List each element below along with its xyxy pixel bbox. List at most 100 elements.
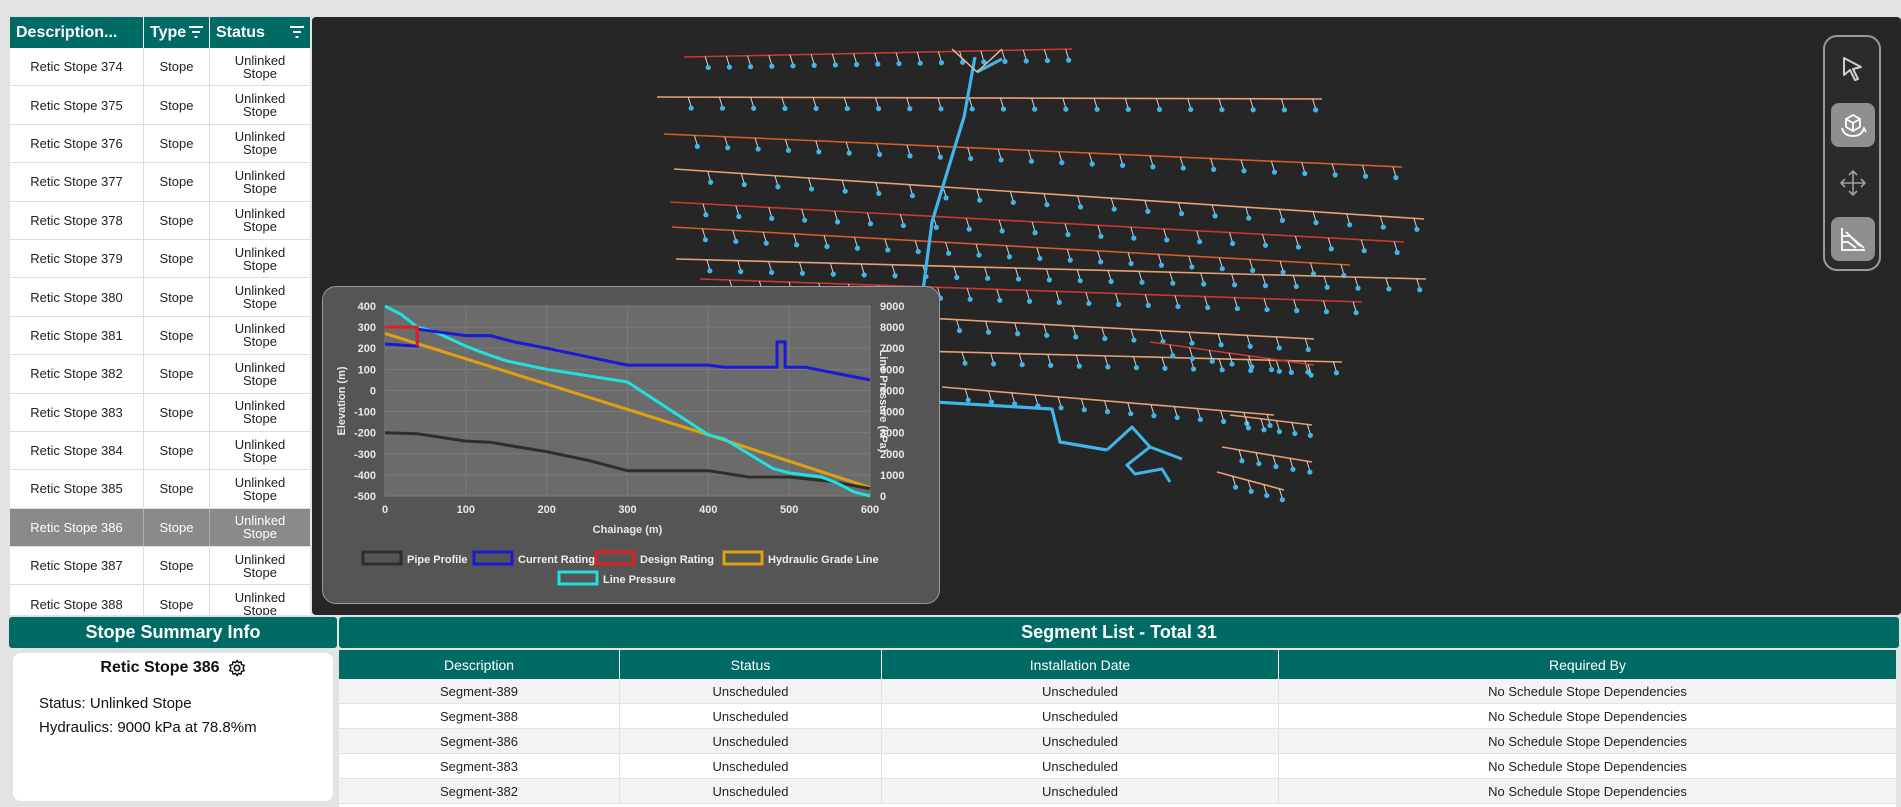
pipe-branch[interactable] — [735, 205, 740, 216]
pipe-branch[interactable] — [937, 51, 942, 62]
stope-row[interactable]: Retic Stope 377 Stope Unlinked Stope — [10, 163, 310, 202]
pipe-branch[interactable] — [1312, 211, 1317, 222]
stope-node[interactable] — [1098, 233, 1104, 239]
pipe-branch[interactable] — [1144, 294, 1149, 305]
pipe-branch[interactable] — [961, 352, 966, 363]
stope-node[interactable] — [1188, 106, 1194, 113]
pipe-branch[interactable] — [853, 53, 858, 64]
stope-node[interactable] — [1174, 414, 1180, 421]
pipe-branch[interactable] — [937, 287, 941, 298]
pipe-branch[interactable] — [1278, 209, 1283, 220]
stope-node[interactable] — [1246, 215, 1252, 221]
pipe-branch[interactable] — [1393, 241, 1398, 252]
stope-node[interactable] — [725, 145, 731, 151]
stope-node[interactable] — [1094, 106, 1100, 112]
pipe-branch[interactable] — [975, 243, 980, 255]
stope-node[interactable] — [854, 61, 860, 68]
pipe-branch[interactable] — [810, 54, 815, 65]
stope-node[interactable] — [981, 59, 987, 65]
pipe-branch[interactable] — [1085, 292, 1090, 303]
stope-node[interactable] — [1271, 169, 1278, 175]
pipe-level[interactable] — [683, 48, 1073, 58]
pipe-branch[interactable] — [1275, 420, 1280, 431]
stope-node[interactable] — [1019, 362, 1025, 368]
pipe-branch[interactable] — [967, 147, 972, 158]
stope-node[interactable] — [854, 245, 861, 251]
pipe-branch[interactable] — [1156, 98, 1161, 109]
pipe-branch[interactable] — [1306, 461, 1311, 472]
pipe-branch[interactable] — [998, 219, 1003, 231]
stope-node[interactable] — [1328, 246, 1334, 252]
stope-node[interactable] — [1175, 303, 1181, 310]
pipe-branch[interactable] — [725, 55, 730, 67]
pipe-branch[interactable] — [959, 51, 964, 62]
stope-node[interactable] — [1294, 308, 1300, 314]
stope-node[interactable] — [1361, 248, 1367, 254]
pipe-branch[interactable] — [1001, 50, 1006, 61]
stope-node[interactable] — [1308, 372, 1314, 378]
section-tool-button[interactable] — [1831, 217, 1875, 261]
stope-node[interactable] — [1162, 365, 1168, 371]
pipe-branch[interactable] — [1055, 291, 1060, 302]
stope-node[interactable] — [808, 186, 815, 192]
pipe-branch[interactable] — [1174, 295, 1179, 306]
pipe-branch[interactable] — [1272, 455, 1277, 466]
column-header-type[interactable]: Type — [144, 17, 210, 48]
pipe-branch[interactable] — [1005, 245, 1010, 256]
pipe-branch[interactable] — [1144, 200, 1149, 211]
stope-node[interactable] — [892, 273, 898, 279]
stope-node[interactable] — [816, 149, 822, 155]
stope-node[interactable] — [988, 399, 995, 405]
stope-node[interactable] — [1032, 230, 1038, 236]
stope-node[interactable] — [907, 153, 913, 159]
pipe-level[interactable] — [656, 96, 1323, 100]
pipe-branch[interactable] — [876, 143, 881, 154]
stope-node[interactable] — [907, 106, 913, 112]
stope-node[interactable] — [1353, 310, 1359, 316]
stope-node[interactable] — [763, 240, 769, 246]
stope-node[interactable] — [1279, 497, 1285, 503]
pipe-level[interactable] — [1221, 446, 1313, 463]
stope-node[interactable] — [1006, 254, 1013, 260]
pipe-branch[interactable] — [1278, 488, 1283, 499]
pipe-branch[interactable] — [1238, 449, 1243, 460]
stope-node[interactable] — [969, 106, 975, 112]
stope-node[interactable] — [900, 222, 907, 229]
pipe-branch[interactable] — [1015, 267, 1019, 279]
stope-node[interactable] — [1032, 106, 1038, 112]
pipe-branch[interactable] — [965, 217, 970, 229]
stope-node[interactable] — [1280, 269, 1286, 275]
stope-node[interactable] — [1386, 286, 1392, 292]
pipe-branch[interactable] — [1275, 336, 1280, 348]
pipe-branch[interactable] — [1261, 234, 1266, 245]
pipe-branch[interactable] — [702, 203, 707, 214]
pipe-branch[interactable] — [1275, 360, 1280, 371]
stope-node[interactable] — [694, 143, 700, 149]
pipe-branch[interactable] — [1077, 195, 1082, 207]
stope-row[interactable]: Retic Stope 388 Stope Unlinked Stope — [10, 585, 310, 615]
stope-node[interactable] — [1131, 235, 1137, 241]
stope-node[interactable] — [1293, 283, 1299, 290]
pipe-level[interactable] — [669, 201, 1405, 243]
pipe-branch[interactable] — [718, 97, 723, 108]
stope-node[interactable] — [909, 193, 916, 199]
stope-node[interactable] — [813, 105, 819, 112]
stope-node[interactable] — [1281, 107, 1288, 113]
pipe-level[interactable] — [663, 133, 1403, 168]
stope-node[interactable] — [967, 296, 973, 302]
stope-node[interactable] — [1276, 368, 1282, 374]
segment-column-installation-date[interactable]: Installation Date — [882, 650, 1279, 679]
pipe-branch[interactable] — [867, 212, 871, 223]
stope-node[interactable] — [846, 150, 852, 156]
pipe-branch[interactable] — [1294, 235, 1299, 247]
pipe-branch[interactable] — [1211, 204, 1216, 216]
pipe-branch[interactable] — [1322, 300, 1327, 311]
pipe-branch[interactable] — [1261, 274, 1266, 285]
pipe-branch[interactable] — [1119, 154, 1124, 165]
pipe-branch[interactable] — [1246, 335, 1251, 346]
stope-node[interactable] — [875, 106, 882, 112]
stope-node[interactable] — [1239, 458, 1245, 464]
pipe-branch[interactable] — [1026, 290, 1031, 301]
pipe-branch[interactable] — [1340, 264, 1345, 275]
stope-node[interactable] — [719, 105, 726, 111]
